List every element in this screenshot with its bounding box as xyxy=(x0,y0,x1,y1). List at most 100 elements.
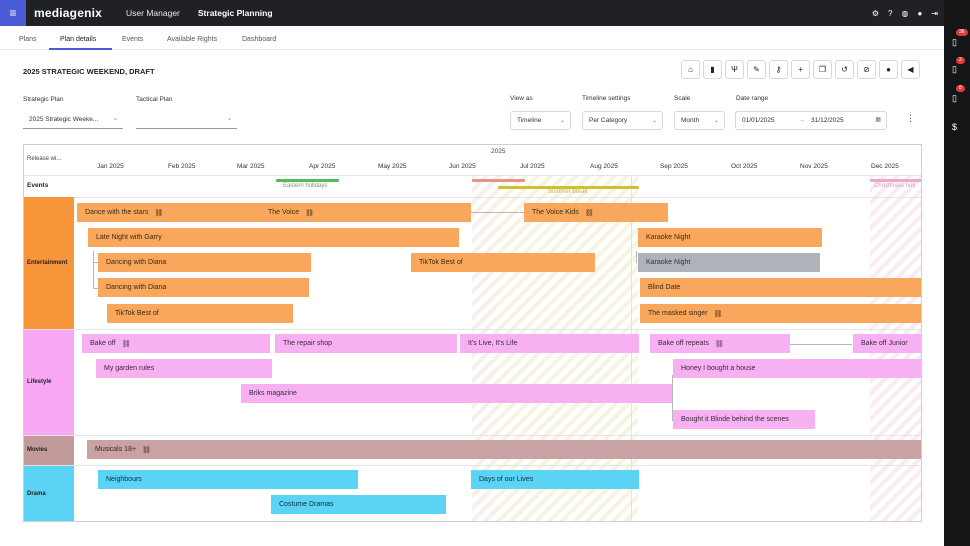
notification-badge: 8 xyxy=(956,85,965,92)
add-icon[interactable]: + xyxy=(791,60,810,79)
program-bar[interactable]: Bake off ⛓ xyxy=(82,334,270,353)
edit-icon[interactable]: ✎ xyxy=(747,60,766,79)
program-label: Neighbours xyxy=(106,476,142,483)
program-bar[interactable]: It's Live, It's Life xyxy=(460,334,639,353)
history-icon[interactable]: ↺ xyxy=(835,60,854,79)
program-bar[interactable]: The Voice ⛓ xyxy=(260,203,471,222)
gear-icon[interactable]: ⚙ xyxy=(871,8,880,18)
clipboard-icon[interactable]: ▯ xyxy=(952,64,957,74)
program-bar[interactable]: Honey I bought a house xyxy=(673,359,921,378)
program-bar[interactable]: Musicals 18+ ⛓ xyxy=(87,440,921,459)
event-bar[interactable] xyxy=(472,179,525,182)
program-bar[interactable]: My garden rules xyxy=(96,359,272,378)
year-label: 2025 xyxy=(491,148,506,155)
link-icon: ⛓ xyxy=(121,340,131,348)
chevron-down-icon: ⌄ xyxy=(713,118,719,124)
dollar-icon[interactable]: $ xyxy=(952,122,958,132)
category-color-strip xyxy=(24,521,74,522)
chevron-down-icon: ⌄ xyxy=(112,116,118,122)
program-bar[interactable]: Blind Date xyxy=(640,278,921,297)
category-lifestyle: Lifestyle xyxy=(24,329,74,435)
month-label: Mar 2025 xyxy=(237,163,265,170)
event-label: Christmass holi xyxy=(874,183,916,189)
lock-icon[interactable]: ⌂ xyxy=(681,60,700,79)
header-divider xyxy=(24,175,921,176)
key-icon[interactable]: ⚷ xyxy=(769,60,788,79)
logout-icon[interactable]: ⇥ xyxy=(931,8,938,18)
month-label: May 2025 xyxy=(378,163,407,170)
hamburger-icon[interactable]: ≡ xyxy=(0,0,26,26)
tactical-plan-select[interactable]: ⌄ xyxy=(136,110,237,129)
view-as-select[interactable]: Timeline ⌄ xyxy=(510,111,571,130)
chevron-down-icon: ⌄ xyxy=(559,118,565,124)
program-bar[interactable]: TikTok Best of xyxy=(107,304,293,323)
tab-events[interactable]: Events xyxy=(122,36,144,43)
program-bar[interactable]: The masked singer ⛓ xyxy=(640,304,921,323)
program-bar[interactable]: Dance with the stars ⛓ xyxy=(77,203,260,222)
row-divider xyxy=(24,329,921,330)
program-bar[interactable]: Late Night with Garry xyxy=(88,228,459,247)
tab-dashboard[interactable]: Dashboard xyxy=(242,36,277,43)
timeline-settings-select[interactable]: Per Category ⌄ xyxy=(582,111,663,130)
program-bar[interactable]: Bake off repeats ⛓ xyxy=(650,334,790,353)
nav-user-manager[interactable]: User Manager xyxy=(126,8,180,18)
delete-icon[interactable]: ▮ xyxy=(703,60,722,79)
help-icon[interactable]: ? xyxy=(888,8,893,18)
app-logo: mediagenix xyxy=(34,6,103,20)
timeline-chart: Release wi... 2025 Jan 2025 Feb 2025 Mar… xyxy=(23,144,922,522)
program-label: Bake off xyxy=(90,340,116,347)
globe-icon[interactable]: ◍ xyxy=(901,8,909,18)
program-bar-disabled[interactable]: Karaoke Night xyxy=(638,253,820,272)
program-bar[interactable]: Neighbours xyxy=(98,470,358,489)
announce-icon[interactable]: ◀ xyxy=(901,60,920,79)
program-bar[interactable]: The Voice Kids ⛓ xyxy=(524,203,668,222)
program-bar[interactable]: Karaoke Night xyxy=(638,228,822,247)
strategic-plan-select[interactable]: 2025 Strategic Weeke... ⌄ xyxy=(23,110,123,129)
month-label: Dec 2025 xyxy=(871,163,899,170)
date-from[interactable]: 01/01/2025 xyxy=(742,117,775,124)
program-bar[interactable]: The repair shop xyxy=(275,334,457,353)
tab-plans[interactable]: Plans xyxy=(19,36,37,43)
nav-strategic-planning[interactable]: Strategic Planning xyxy=(197,8,273,18)
program-bar[interactable]: TikTok Best of xyxy=(411,253,595,272)
release-window-label: Release wi... xyxy=(27,156,62,162)
tab-plan-details[interactable]: Plan details xyxy=(60,36,97,43)
user-icon[interactable]: ● xyxy=(917,8,923,18)
program-bar[interactable]: Days of our Lives xyxy=(471,470,639,489)
page-title: 2025 STRATEGIC WEEKEND, DRAFT xyxy=(23,67,155,76)
clipboard-icon[interactable]: ▯ xyxy=(952,93,957,103)
event-bar[interactable] xyxy=(276,179,339,182)
program-bar[interactable]: Bought it Blinde behind the scenes xyxy=(673,410,815,429)
comment-icon[interactable]: ● xyxy=(879,60,898,79)
program-label: Dancing with Diana xyxy=(106,284,167,291)
program-bar[interactable]: Dancing with Diana xyxy=(98,253,311,272)
date-range-input[interactable]: 01/01/2025 → 31/12/2025 ▦ xyxy=(735,111,887,130)
month-label: Jul 2025 xyxy=(520,163,545,170)
hide-icon[interactable]: ⊘ xyxy=(857,60,876,79)
tactical-plan-label: Tactical Plan xyxy=(136,96,173,103)
scale-select[interactable]: Month ⌄ xyxy=(674,111,725,130)
program-bar[interactable]: Costume Dramas xyxy=(271,495,446,514)
view-as-value: Timeline xyxy=(517,117,542,124)
clipboard-icon[interactable]: ▯ xyxy=(952,37,957,47)
program-label: Days of our Lives xyxy=(479,476,534,483)
event-bar[interactable] xyxy=(870,179,921,182)
program-bar[interactable]: Briks magazine xyxy=(241,384,672,403)
program-bar[interactable]: Dancing with Diana xyxy=(98,278,309,297)
copy-icon[interactable]: ❐ xyxy=(813,60,832,79)
date-to[interactable]: 31/12/2025 xyxy=(811,117,844,124)
program-label: Bought it Blinde behind the scenes xyxy=(681,416,789,423)
program-label: TikTok Best of xyxy=(419,259,463,266)
strategic-plan-value: 2025 Strategic Weeke... xyxy=(29,115,99,123)
tab-available-rights[interactable]: Available Rights xyxy=(167,36,218,43)
program-bar[interactable]: Bake off Junior xyxy=(853,334,921,353)
link-icon: ⛓ xyxy=(154,209,164,217)
more-options-icon[interactable]: ⋮ xyxy=(906,113,915,123)
merge-icon[interactable]: Ψ xyxy=(725,60,744,79)
calendar-icon[interactable]: ▦ xyxy=(875,117,881,123)
program-label: Dancing with Diana xyxy=(106,259,167,266)
notification-badge: 36 xyxy=(956,29,968,36)
event-bar[interactable] xyxy=(498,186,639,189)
link-icon: ⛓ xyxy=(714,340,724,348)
month-label: Jan 2025 xyxy=(97,163,124,170)
